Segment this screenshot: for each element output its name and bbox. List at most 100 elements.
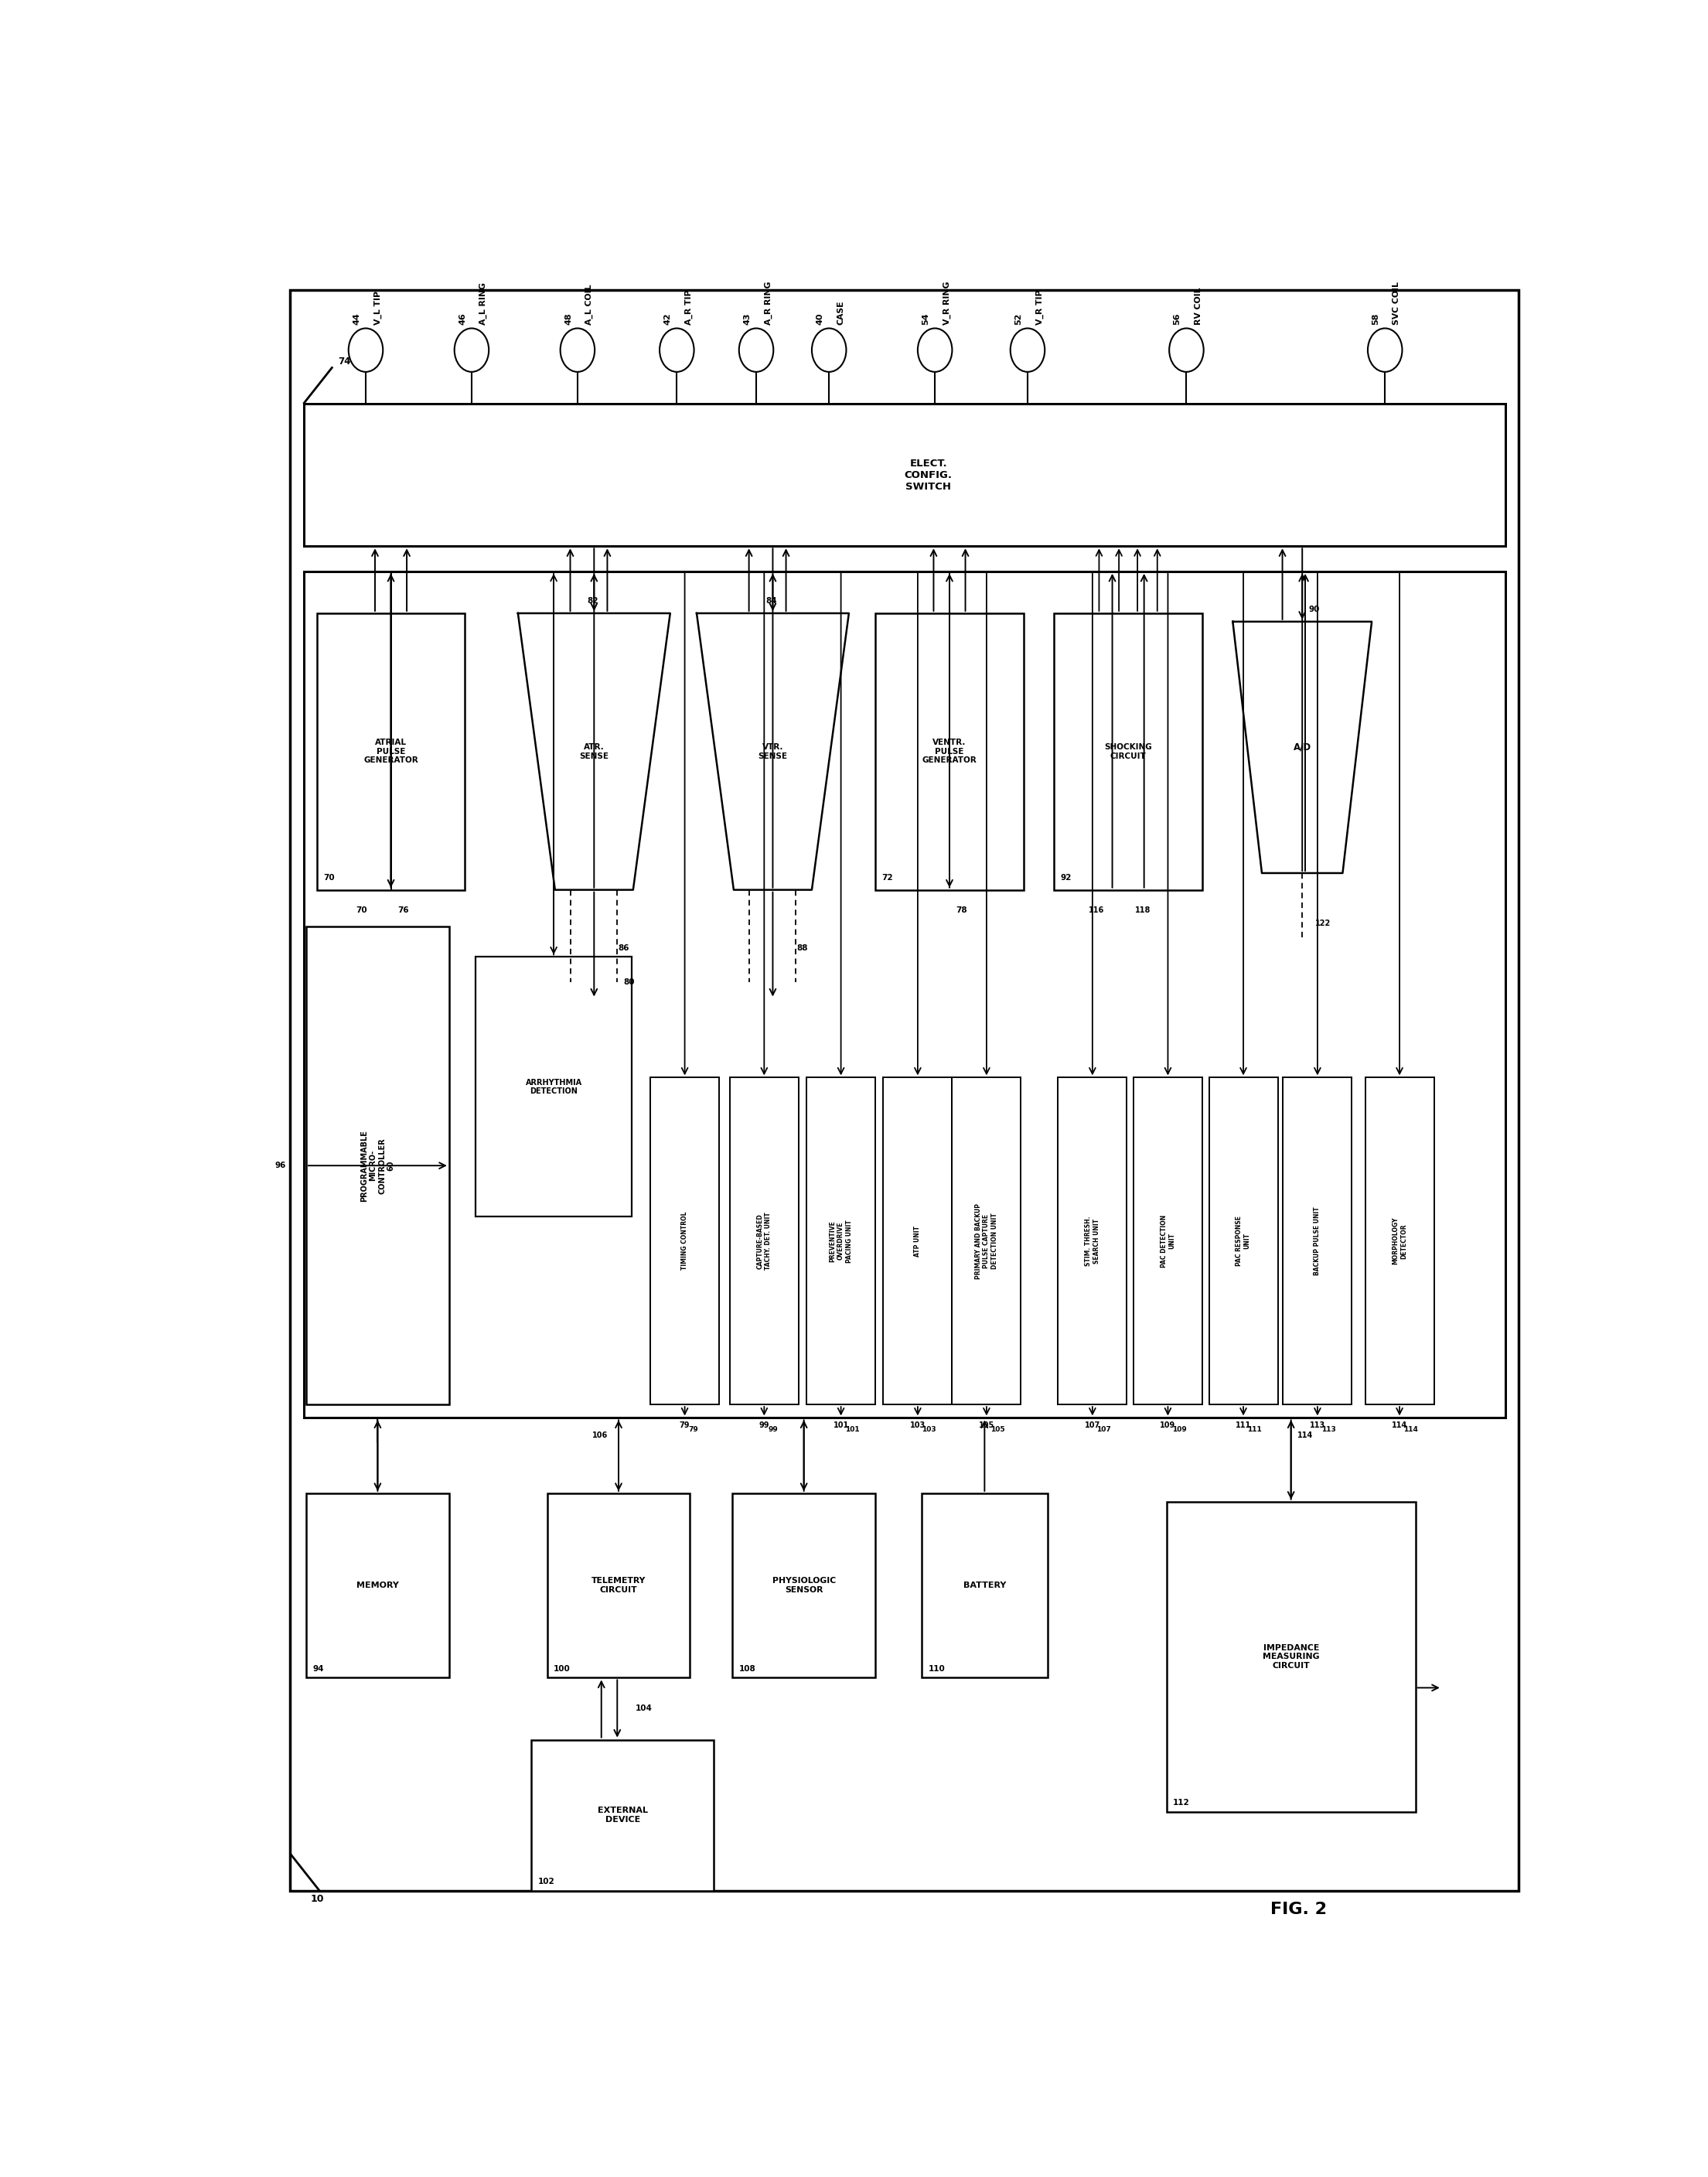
Text: 111: 111 [1235,1422,1252,1428]
Text: 70: 70 [323,873,335,882]
Text: 118: 118 [1134,906,1151,914]
Text: 107: 107 [1085,1422,1100,1428]
Bar [1209,1078,1278,1404]
Text: 113: 113 [1310,1422,1325,1428]
Bar [1365,1078,1435,1404]
Text: 88: 88 [796,945,808,951]
Bar [475,958,632,1217]
Text: 101: 101 [845,1426,859,1432]
Text: VENTR.
PULSE
GENERATOR: VENTR. PULSE GENERATOR [922,738,977,764]
Text: SVC COIL: SVC COIL [1394,281,1401,324]
Text: 96: 96 [275,1163,287,1169]
Text: 74: 74 [338,357,350,368]
Text: V_R TIP: V_R TIP [1035,290,1044,324]
Polygon shape [1233,623,1372,873]
Text: 94: 94 [313,1665,325,1672]
Text: 100: 100 [553,1665,570,1672]
Polygon shape [518,614,670,890]
Text: 76: 76 [398,906,408,914]
Text: 44: 44 [352,313,360,324]
Bar [1057,1078,1127,1404]
Text: 99: 99 [769,1426,777,1432]
Text: 113: 113 [1322,1426,1336,1432]
Text: 84: 84 [767,596,777,605]
Text: A_L RING: A_L RING [480,283,487,324]
Text: BACKUP PULSE UNIT: BACKUP PULSE UNIT [1313,1206,1320,1276]
Text: 114: 114 [1404,1426,1418,1432]
Bar [951,1078,1021,1404]
Text: 114: 114 [1392,1422,1407,1428]
Text: 43: 43 [743,313,752,324]
Text: 109: 109 [1172,1426,1187,1432]
Bar [883,1078,951,1404]
Text: PAC RESPONSE
UNIT: PAC RESPONSE UNIT [1237,1217,1250,1267]
Polygon shape [697,614,849,890]
Text: MEMORY: MEMORY [357,1583,400,1589]
Text: ATP UNIT: ATP UNIT [914,1226,921,1256]
Text: EXTERNAL
DEVICE: EXTERNAL DEVICE [598,1807,647,1824]
Text: FIG. 2: FIG. 2 [1271,1903,1327,1918]
Text: IMPEDANCE
MEASURING
CIRCUIT: IMPEDANCE MEASURING CIRCUIT [1262,1644,1319,1670]
Text: 10: 10 [311,1894,323,1905]
Text: 58: 58 [1372,313,1380,324]
Text: CAPTURE-BASED
TACHY. DET. UNIT: CAPTURE-BASED TACHY. DET. UNIT [757,1213,772,1269]
Text: 102: 102 [538,1879,555,1885]
Bar [1134,1078,1202,1404]
Text: 103: 103 [922,1426,936,1432]
Text: 79: 79 [688,1426,699,1432]
Bar [306,1493,449,1678]
Text: 92: 92 [1061,873,1073,882]
Text: A_R TIP: A_R TIP [685,290,693,324]
Bar [922,1493,1047,1678]
Text: PAC DETECTION
UNIT: PAC DETECTION UNIT [1160,1215,1175,1267]
Text: VTR.
SENSE: VTR. SENSE [758,742,787,760]
Text: PROGRAMMABLE
MICRO-
CONTROLLER
60: PROGRAMMABLE MICRO- CONTROLLER 60 [360,1130,395,1202]
Text: 105: 105 [979,1422,994,1428]
Bar [876,614,1023,890]
Text: 52: 52 [1015,313,1023,324]
Bar [316,614,465,890]
Text: 42: 42 [664,313,671,324]
Text: 54: 54 [922,313,929,324]
Bar [547,1493,690,1678]
Text: RV COIL: RV COIL [1194,287,1202,324]
Text: PREVENTIVE
OVERDRIVE
PACING UNIT: PREVENTIVE OVERDRIVE PACING UNIT [830,1219,852,1263]
Text: A_L COIL: A_L COIL [586,285,593,324]
Text: PHYSIOLOGIC
SENSOR: PHYSIOLOGIC SENSOR [772,1576,835,1594]
Text: 101: 101 [834,1422,849,1428]
Text: 105: 105 [991,1426,1004,1432]
Text: 90: 90 [1308,605,1320,614]
Bar [733,1493,876,1678]
Text: 104: 104 [635,1705,652,1713]
Bar [806,1078,876,1404]
Text: A_R RING: A_R RING [763,281,772,324]
Bar [1283,1078,1353,1404]
Text: A/D: A/D [1293,742,1312,753]
Text: TIMING CONTROL: TIMING CONTROL [681,1213,688,1269]
Text: 112: 112 [1173,1798,1190,1807]
Text: 40: 40 [816,313,823,324]
Text: ELECT.
CONFIG.
SWITCH: ELECT. CONFIG. SWITCH [905,459,953,492]
Text: 122: 122 [1315,919,1331,927]
Text: CASE: CASE [837,300,845,324]
Text: SHOCKING
CIRCUIT: SHOCKING CIRCUIT [1105,742,1153,760]
Bar [1167,1502,1416,1811]
Text: MORPHOLOGY
DETECTOR: MORPHOLOGY DETECTOR [1392,1217,1407,1265]
Text: 116: 116 [1088,906,1105,914]
Bar [304,570,1505,1417]
Text: 79: 79 [680,1422,690,1428]
Text: 82: 82 [588,596,600,605]
Text: 114: 114 [1298,1430,1313,1439]
Text: 86: 86 [618,945,629,951]
Bar [651,1078,719,1404]
Text: PRIMARY AND BACKUP
PULSE CAPTURE
DETECTION UNIT: PRIMARY AND BACKUP PULSE CAPTURE DETECTI… [975,1204,997,1278]
Text: ATRIAL
PULSE
GENERATOR: ATRIAL PULSE GENERATOR [364,738,418,764]
Text: BATTERY: BATTERY [963,1583,1006,1589]
Bar [306,927,449,1404]
Text: ARRHYTHMIA
DETECTION: ARRHYTHMIA DETECTION [526,1078,582,1095]
Text: 56: 56 [1173,313,1182,324]
Text: 106: 106 [593,1430,608,1439]
Text: 99: 99 [758,1422,769,1428]
Text: 108: 108 [740,1665,757,1672]
Text: ATR.
SENSE: ATR. SENSE [579,742,608,760]
